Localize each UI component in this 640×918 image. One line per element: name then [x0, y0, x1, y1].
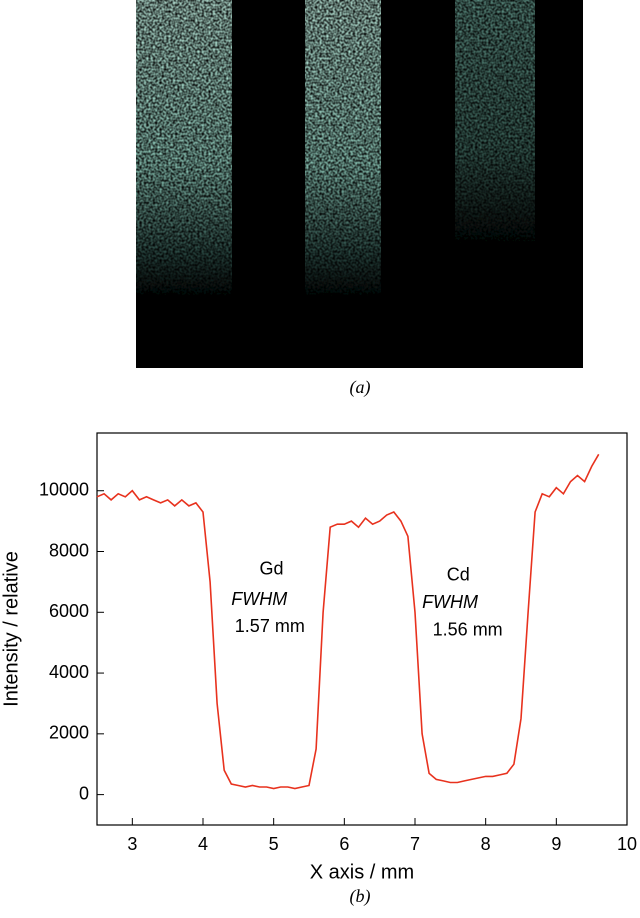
x-tick-label: 10: [617, 834, 637, 854]
x-tick-label: 4: [198, 834, 208, 854]
x-tick-label: 6: [339, 834, 349, 854]
annotation: 1.56 mm: [433, 619, 503, 639]
y-tick-label: 8000: [49, 540, 89, 560]
detector-image: [136, 0, 583, 368]
x-tick-label: 9: [551, 834, 561, 854]
y-tick-label: 10000: [39, 479, 89, 499]
x-tick-label: 8: [481, 834, 491, 854]
y-tick-label: 2000: [49, 723, 89, 743]
x-tick-label: 7: [410, 834, 420, 854]
y-tick-label: 0: [79, 783, 89, 803]
line: [96, 453, 600, 790]
x-tick-label: 3: [127, 834, 137, 854]
x-axis-label: X axis / mm: [310, 861, 414, 883]
annotation: Cd: [447, 565, 470, 585]
panel-label: (b): [350, 886, 371, 907]
plot-frame: [96, 432, 628, 826]
x-tick-label: 5: [269, 834, 279, 854]
annotation: 1.57 mm: [235, 616, 305, 636]
annotation: Gd: [260, 558, 284, 578]
y-axis-label: Intensity / relative: [0, 551, 22, 707]
annotation: FWHM: [231, 589, 287, 609]
y-tick-label: 6000: [49, 601, 89, 621]
panel-label: (a): [350, 377, 371, 398]
annotation: FWHM: [422, 592, 478, 612]
y-tick-label: 4000: [49, 662, 89, 682]
